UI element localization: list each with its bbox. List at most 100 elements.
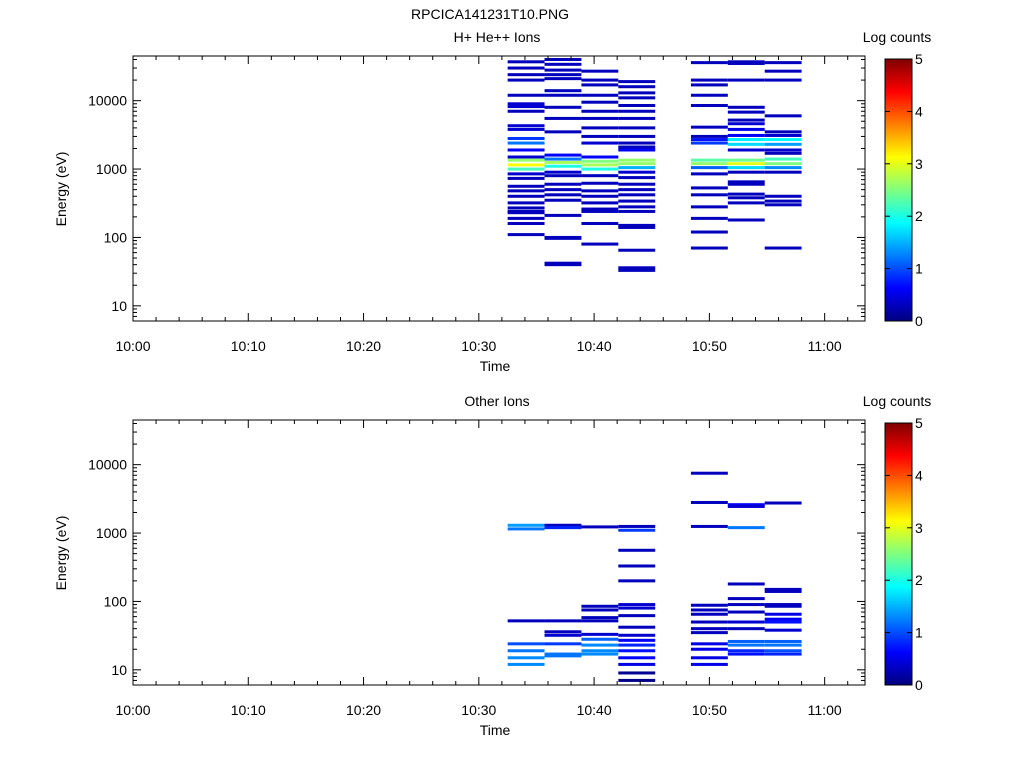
y-tick-label: 1000 xyxy=(96,161,127,177)
spectrogram-cell xyxy=(727,603,765,607)
spectrogram-cell xyxy=(764,589,802,593)
spectrogram-cell xyxy=(690,500,728,504)
spectrogram-cell xyxy=(764,652,802,656)
spectrogram-cell xyxy=(507,127,545,131)
spectrogram-cell xyxy=(544,174,582,178)
spectrogram-cell xyxy=(581,174,619,178)
spectrogram-cell xyxy=(507,73,545,77)
spectrogram-cell xyxy=(618,182,656,186)
spectrogram-cell xyxy=(764,166,802,170)
spectrogram-cell xyxy=(507,642,545,646)
spectrogram-cell xyxy=(727,652,765,656)
spectrogram-cell xyxy=(544,105,582,109)
spectrogram-cell xyxy=(764,639,802,643)
spectrogram-cell xyxy=(507,206,545,210)
spectrogram-cell xyxy=(690,627,728,631)
spectrogram-cell xyxy=(507,105,545,109)
spectrogram-cell xyxy=(690,125,728,129)
spectrogram-cell xyxy=(764,628,802,632)
spectrogram-cell xyxy=(618,649,656,653)
spectrogram-cell xyxy=(544,193,582,197)
spectrogram-cell xyxy=(727,122,765,126)
spectrogram-cell xyxy=(507,527,545,531)
x-tick-label: 10:40 xyxy=(577,338,612,354)
spectrogram-cell xyxy=(507,649,545,653)
colorbar-tick-label: 4 xyxy=(915,103,923,119)
spectrogram-cell xyxy=(581,643,619,647)
x-tick-label: 10:10 xyxy=(231,338,266,354)
panel-title: Other Ions xyxy=(464,393,529,409)
spectrogram-cell xyxy=(764,130,802,134)
spectrogram-cell xyxy=(618,188,656,192)
spectrogram-cell xyxy=(507,172,545,176)
spectrogram-cell xyxy=(618,524,656,528)
spectrogram-cell xyxy=(507,141,545,145)
spectrogram-cell xyxy=(581,649,619,653)
spectrogram-cell xyxy=(764,142,802,146)
spectrogram-cell xyxy=(690,524,728,528)
spectrogram-cell xyxy=(507,221,545,225)
spectrogram-cell xyxy=(727,78,765,82)
spectrogram-cell xyxy=(727,218,765,222)
spectrogram-cell xyxy=(507,158,545,162)
y-tick-label: 10 xyxy=(111,662,127,678)
spectrogram-cell xyxy=(507,216,545,220)
spectrogram-cell xyxy=(618,266,656,270)
colorbar-tick-label: 2 xyxy=(915,208,923,224)
spectrogram-cell xyxy=(581,100,619,104)
spectrogram-cell xyxy=(690,612,728,616)
spectrogram-cell xyxy=(618,176,656,180)
spectrogram-cell xyxy=(507,662,545,666)
spectrogram-cell xyxy=(618,678,656,682)
spectrogram-cell xyxy=(544,160,582,164)
spectrogram-cell xyxy=(618,643,656,647)
spectrogram-cell xyxy=(581,525,619,529)
spectrogram-cell xyxy=(764,69,802,73)
spectrogram-cell xyxy=(727,639,765,643)
spectrogram-cell xyxy=(544,526,582,530)
colorbar-tick-label: 1 xyxy=(915,261,923,277)
spectrogram-cell xyxy=(507,619,545,623)
spectrogram-cell xyxy=(507,233,545,237)
spectrogram-cell xyxy=(581,69,619,73)
spectrogram-cell xyxy=(690,103,728,108)
spectrogram-cell xyxy=(618,116,656,120)
spectrogram-cell xyxy=(764,61,802,65)
spectrogram-cell xyxy=(618,126,656,130)
spectrogram-cell xyxy=(581,632,619,636)
spectrogram-cell xyxy=(618,225,656,229)
spectrogram-cell xyxy=(507,109,545,113)
spectrogram-cell xyxy=(764,194,802,198)
spectrogram-cell xyxy=(581,619,619,623)
panel-title: H+ He++ Ions xyxy=(454,29,541,45)
spectrogram-cell xyxy=(581,207,619,211)
spectrogram-cell xyxy=(581,167,619,171)
spectrogram-cell xyxy=(618,96,656,100)
y-tick-label: 1000 xyxy=(96,525,127,541)
spectrogram-cell xyxy=(544,633,582,637)
spectrogram-cell xyxy=(727,201,765,205)
spectrogram-cell xyxy=(581,209,619,213)
spectrogram-cell xyxy=(618,109,656,113)
spectrogram-cell xyxy=(581,201,619,205)
spectrogram-cell xyxy=(727,526,765,530)
spectrogram-cell xyxy=(690,471,728,475)
spectrogram-cell xyxy=(764,649,802,653)
y-tick-label: 10000 xyxy=(88,457,127,473)
spectrogram-cell xyxy=(727,142,765,146)
colorbar-tick-label: 1 xyxy=(915,625,923,641)
spectrogram-cell xyxy=(581,126,619,130)
spectrogram-cell xyxy=(544,130,582,134)
x-tick-label: 10:50 xyxy=(692,702,727,718)
y-axis: 10 100 1000 10000 xyxy=(88,422,865,686)
spectrogram-cell xyxy=(727,582,765,586)
x-tick-label: 10:40 xyxy=(577,702,612,718)
spectrogram-cell xyxy=(507,60,545,64)
spectrogram-cell xyxy=(618,603,656,607)
spectrogram-cell xyxy=(764,643,802,647)
spectrogram-cell xyxy=(727,643,765,647)
spectrogram-cell xyxy=(618,625,656,629)
spectrogram-cell xyxy=(507,155,545,159)
spectrogram-cell xyxy=(618,199,656,203)
spectrogram-cell xyxy=(690,631,728,635)
